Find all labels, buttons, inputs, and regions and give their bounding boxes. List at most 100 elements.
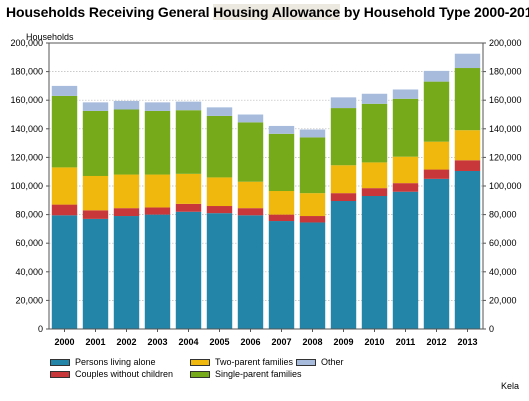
x-tick-label: 2009 — [333, 337, 353, 347]
bar-segment — [361, 188, 388, 197]
bar-segment — [82, 110, 109, 176]
bar-segment — [268, 214, 295, 222]
legend-swatch — [190, 370, 210, 378]
legend-label: Couples without children — [75, 369, 174, 379]
bar-segment — [51, 204, 78, 216]
bar-segment — [82, 102, 109, 111]
legend-item: Two-parent families — [190, 357, 293, 367]
bar-segment — [361, 103, 388, 163]
y-tick-label-right: 140,000 — [489, 124, 522, 134]
bar-segment — [144, 207, 171, 215]
legend: Persons living alone Two-parent families O… — [50, 357, 370, 385]
legend-swatch — [50, 358, 70, 366]
bar-segment — [361, 93, 388, 104]
y-tick-label-right: 180,000 — [489, 67, 522, 77]
legend-swatch — [190, 358, 210, 366]
legend-item: Couples without children — [50, 369, 173, 379]
y-tick-label: 120,000 — [10, 152, 43, 162]
source-label: Kela — [500, 381, 519, 391]
x-tick-label: 2013 — [457, 337, 477, 347]
bar-segment — [175, 110, 202, 174]
bar-segment — [82, 175, 109, 211]
bar-segment — [51, 85, 78, 96]
bar-segment — [299, 129, 326, 138]
y-tick-label: 40,000 — [15, 267, 43, 277]
x-tick-label: 2012 — [426, 337, 446, 347]
bar-segment — [330, 108, 357, 166]
legend-label: Other — [321, 357, 344, 367]
bar-segment — [454, 53, 481, 69]
chart-title-highlight: Housing Allowance — [213, 4, 341, 20]
bar-segment — [330, 97, 357, 109]
y-tick-label-right: 200,000 — [489, 38, 522, 48]
y-tick-label-right: 160,000 — [489, 95, 522, 105]
x-tick-label: 2003 — [147, 337, 167, 347]
bar-segment — [144, 174, 171, 208]
bar-segment — [299, 137, 326, 194]
x-tick-label: 2001 — [85, 337, 105, 347]
x-tick-label: 2007 — [271, 337, 291, 347]
x-tick-label: 2010 — [364, 337, 384, 347]
bar-segment — [175, 173, 202, 204]
y-tick-label-right: 0 — [489, 324, 494, 334]
chart-title-end: by Household Type 2000-2013 — [340, 4, 529, 20]
bar-segment — [392, 183, 419, 192]
y-tick-label: 0 — [38, 324, 43, 334]
x-tick-label: 2005 — [209, 337, 229, 347]
x-tick-label: 2004 — [178, 337, 198, 347]
y-tick-label-right: 120,000 — [489, 152, 522, 162]
bar-segment — [454, 130, 481, 161]
bar-segment — [361, 162, 388, 189]
legend-item: Persons living alone — [50, 357, 156, 367]
legend-label: Persons living alone — [75, 357, 156, 367]
bar-segment — [113, 216, 140, 329]
bar-segment — [268, 133, 295, 192]
chart-title: Households Receiving General Housing All… — [6, 4, 529, 20]
bar-segment — [237, 215, 264, 329]
bar-segment — [392, 98, 419, 157]
bar-segment — [144, 102, 171, 111]
bar-segment — [175, 101, 202, 111]
bar-segment — [423, 81, 450, 142]
bar-segment — [82, 210, 109, 219]
legend-item: Single-parent families — [190, 369, 302, 379]
y-tick-label-right: 80,000 — [489, 210, 517, 220]
bar-segment — [237, 208, 264, 216]
y-tick-label-right: 20,000 — [489, 295, 517, 305]
bar-segment — [423, 178, 450, 329]
bar-segment — [113, 208, 140, 217]
bar-segment — [423, 169, 450, 179]
bar-segment — [330, 193, 357, 202]
bar-segment — [268, 221, 295, 329]
y-tick-label-right: 40,000 — [489, 267, 517, 277]
bar-segment — [268, 191, 295, 215]
bar-segment — [299, 193, 326, 217]
bar-segment — [175, 203, 202, 212]
y-tick-label-right: 100,000 — [489, 181, 522, 191]
bar-segment — [392, 89, 419, 99]
y-tick-label: 180,000 — [10, 67, 43, 77]
bar-segment — [299, 216, 326, 223]
x-tick-label: 2002 — [116, 337, 136, 347]
y-tick-label: 200,000 — [10, 38, 43, 48]
bar-segment — [82, 218, 109, 329]
bar-segment — [51, 167, 78, 205]
legend-swatch — [296, 358, 316, 366]
legend-label: Single-parent families — [215, 369, 302, 379]
y-tick-label: 80,000 — [15, 210, 43, 220]
y-tick-label: 60,000 — [15, 238, 43, 248]
bar-segment — [113, 174, 140, 209]
bar-segment — [113, 100, 140, 110]
bar-segment — [144, 214, 171, 329]
bar-segment — [454, 160, 481, 171]
bar-segment — [237, 114, 264, 123]
bar-segment — [330, 165, 357, 194]
bar-segment — [237, 122, 264, 182]
y-tick-label-right: 60,000 — [489, 238, 517, 248]
bar-segment — [330, 201, 357, 329]
bar-segment — [237, 181, 264, 209]
y-axis-label: Households — [26, 32, 74, 42]
bar-segment — [423, 141, 450, 170]
legend-label: Two-parent families — [215, 357, 294, 367]
y-tick-label: 20,000 — [15, 295, 43, 305]
